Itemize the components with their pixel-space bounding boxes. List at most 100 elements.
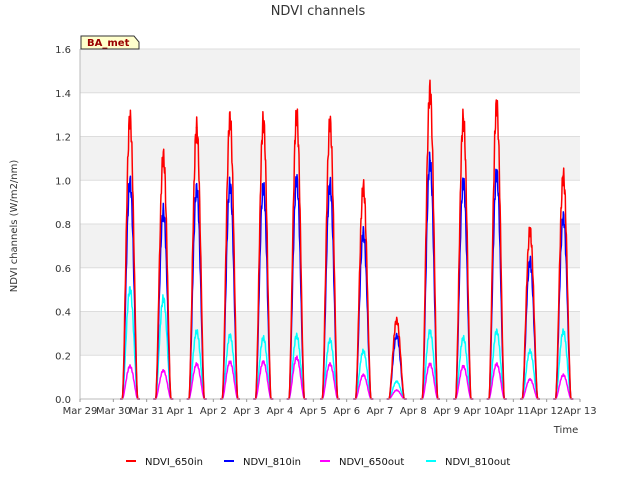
chart-title: NDVI channels bbox=[271, 4, 366, 19]
peak-point bbox=[229, 183, 231, 186]
y-tick-label: 0.2 bbox=[55, 351, 71, 362]
peak-point bbox=[529, 229, 531, 232]
legend-item: NDVI_650in bbox=[126, 457, 203, 468]
peak-point bbox=[162, 209, 165, 212]
peak-point bbox=[129, 288, 131, 291]
peak-point bbox=[195, 330, 198, 333]
peak-point bbox=[429, 159, 431, 162]
peak-point bbox=[495, 104, 498, 107]
peak-point bbox=[362, 231, 365, 234]
y-tick-label: 1.6 bbox=[55, 45, 71, 56]
peak-point bbox=[129, 181, 131, 184]
peak-point bbox=[362, 373, 365, 376]
peak-point bbox=[362, 349, 365, 352]
series-NDVI_810in bbox=[120, 151, 574, 400]
legend-item: NDVI_810out bbox=[426, 457, 510, 468]
peak-point bbox=[362, 185, 365, 188]
y-tick-label: 1.4 bbox=[55, 89, 71, 100]
peak-point bbox=[195, 363, 198, 365]
legend: NDVI_650in NDVI_810in NDVI_650out NDVI_810o… bbox=[126, 457, 510, 468]
y-axis-label: NDVI channels (W/m2/nm) bbox=[9, 160, 20, 293]
x-tick-label: Mar 30 bbox=[96, 406, 131, 417]
x-tick-label: Apr 8 bbox=[400, 406, 427, 417]
x-tick-label: Mar 29 bbox=[63, 406, 98, 417]
peak-point bbox=[162, 369, 165, 372]
peak-point bbox=[329, 338, 331, 341]
peak-point bbox=[395, 334, 398, 337]
series-NDVI_650in bbox=[120, 79, 574, 400]
series-layer bbox=[120, 79, 574, 400]
peak-point bbox=[162, 297, 165, 300]
peak-point bbox=[195, 188, 198, 190]
plot-band bbox=[80, 224, 580, 268]
site-badge: BA_met bbox=[80, 35, 140, 50]
peak-point bbox=[262, 120, 265, 123]
legend-label: NDVI_810out bbox=[445, 457, 510, 468]
peak-point bbox=[329, 183, 331, 186]
x-tick-label: Apr 4 bbox=[267, 406, 294, 417]
series-NDVI_650out bbox=[120, 355, 574, 400]
peak-point bbox=[395, 389, 398, 392]
x-tick-label: Apr 6 bbox=[333, 406, 360, 417]
legend-label: NDVI_810in bbox=[243, 457, 301, 468]
peak-point bbox=[162, 155, 165, 158]
x-tick-label: Apr 9 bbox=[433, 406, 460, 417]
peak-point bbox=[462, 336, 465, 339]
x-tick-label: Apr 10 bbox=[463, 406, 496, 417]
plot-band bbox=[80, 311, 580, 356]
plot-band bbox=[80, 136, 580, 181]
peak-point bbox=[329, 122, 331, 125]
y-tick-label: 1.0 bbox=[55, 176, 71, 187]
peak-point bbox=[229, 118, 231, 120]
peak-point bbox=[562, 330, 565, 333]
peak-point bbox=[462, 365, 465, 368]
peak-point bbox=[195, 126, 198, 129]
x-axis-label: Time bbox=[553, 425, 578, 436]
peak-point bbox=[395, 380, 398, 383]
peak-point bbox=[562, 373, 565, 376]
peak-point bbox=[395, 319, 398, 322]
peak-point bbox=[462, 181, 465, 184]
y-tick-label: 0.8 bbox=[55, 220, 71, 231]
peak-point bbox=[129, 365, 131, 368]
peak-point bbox=[529, 349, 531, 352]
peak-point bbox=[262, 185, 265, 188]
peak-point bbox=[295, 334, 298, 337]
x-tick-label: Apr 1 bbox=[167, 406, 194, 417]
peak-point bbox=[295, 179, 298, 182]
peak-point bbox=[229, 360, 231, 363]
peak-point bbox=[495, 330, 498, 333]
x-tick-label: Apr 7 bbox=[367, 406, 394, 417]
site-badge-label: BA_met bbox=[87, 38, 130, 49]
axes bbox=[79, 49, 580, 400]
peak-point bbox=[562, 216, 565, 219]
legend-label: NDVI_650out bbox=[339, 457, 404, 468]
peak-point bbox=[529, 260, 531, 263]
peak-point bbox=[562, 174, 565, 177]
peak-point bbox=[329, 363, 331, 365]
peak-point bbox=[229, 334, 231, 337]
peak-point bbox=[529, 378, 531, 381]
peak-point bbox=[295, 113, 298, 116]
y-tick-label: 1.2 bbox=[55, 133, 71, 144]
legend-item: NDVI_810in bbox=[224, 457, 301, 468]
x-tick-label: Apr 2 bbox=[200, 406, 227, 417]
x-tick-label: Apr 13 bbox=[563, 406, 596, 417]
y-tick-labels: 0.0 0.2 0.4 0.6 0.8 1.0 1.2 1.4 1.6 bbox=[55, 45, 71, 406]
peak-point bbox=[429, 89, 431, 92]
series-NDVI_810out bbox=[120, 286, 574, 400]
peak-point bbox=[129, 118, 131, 120]
x-tick-label: Apr 3 bbox=[233, 406, 260, 417]
x-tick-label: Apr 5 bbox=[300, 406, 327, 417]
x-tick-label: Apr 12 bbox=[530, 406, 563, 417]
peak-point bbox=[295, 356, 298, 359]
peak-point bbox=[462, 118, 465, 120]
y-tick-label: 0.6 bbox=[55, 264, 71, 275]
peak-point bbox=[495, 172, 498, 175]
legend-item: NDVI_650out bbox=[320, 457, 404, 468]
y-tick-label: 0.0 bbox=[55, 395, 71, 406]
x-tick-label: Apr 11 bbox=[497, 406, 530, 417]
peak-point bbox=[495, 363, 498, 365]
